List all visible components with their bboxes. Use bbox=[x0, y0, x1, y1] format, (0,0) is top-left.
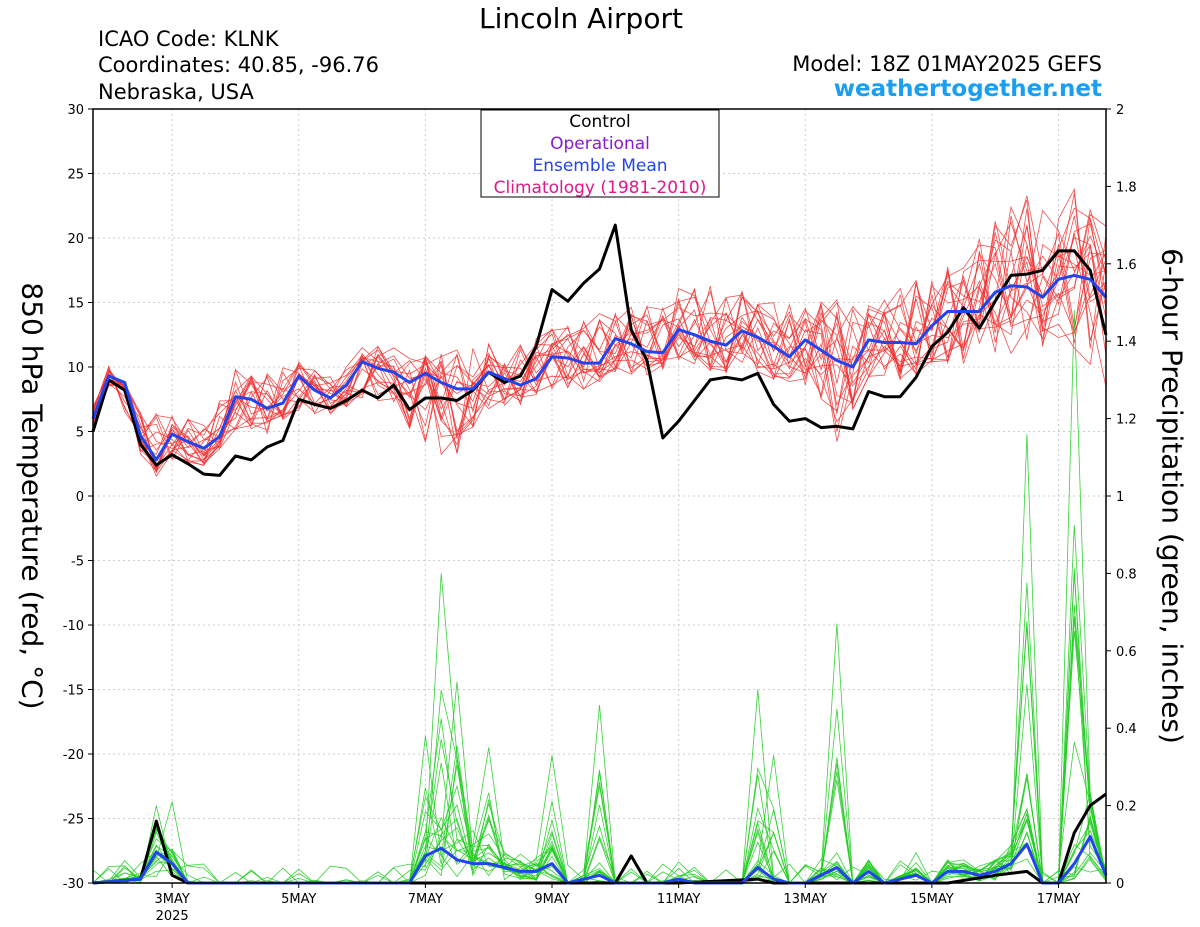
x-tick-label: 7MAY bbox=[408, 892, 443, 907]
y2-tick-label: 0.4 bbox=[1116, 722, 1137, 737]
temp-member-line bbox=[92, 209, 1107, 467]
y-tick-label: -30 bbox=[63, 877, 84, 892]
y2-tick-label: 0 bbox=[1116, 877, 1124, 892]
precip-member-line bbox=[93, 616, 1107, 884]
temp-member-line bbox=[92, 244, 1107, 463]
ensemble-mean-line bbox=[91, 273, 1108, 462]
y2-tick-label: 2 bbox=[1116, 103, 1124, 118]
temp-member-line bbox=[92, 207, 1107, 456]
x-tick-label: 17MAY bbox=[1037, 892, 1081, 907]
y-tick-label: 30 bbox=[67, 103, 84, 118]
temp-member-line bbox=[92, 208, 1107, 473]
model-info: Model: 18Z 01MAY2025 GEFS bbox=[792, 52, 1102, 76]
legend-entry: Climatology (1981-2010) bbox=[494, 178, 707, 198]
x-tick-label: 15MAY bbox=[910, 892, 954, 907]
coordinates: Coordinates: 40.85, -96.76 bbox=[98, 53, 379, 77]
temp-member-line bbox=[92, 215, 1107, 461]
y-tick-label: 15 bbox=[67, 297, 84, 312]
temp-member-line bbox=[92, 239, 1107, 474]
region: Nebraska, USA bbox=[98, 80, 254, 104]
icao-code: ICAO Code: KLNK bbox=[98, 27, 279, 51]
precip-member-line bbox=[93, 708, 1107, 884]
y2-tick-label: 0.6 bbox=[1116, 645, 1137, 660]
temp-member-line bbox=[92, 223, 1107, 462]
legend-entry: Ensemble Mean bbox=[532, 156, 667, 176]
x-tick-label: 13MAY bbox=[783, 892, 827, 907]
precip-member-line bbox=[93, 434, 1107, 884]
y-tick-label: 10 bbox=[67, 361, 84, 376]
y-tick-label: 5 bbox=[76, 426, 84, 441]
y2-tick-label: 1.4 bbox=[1116, 335, 1137, 350]
y-tick-label: -25 bbox=[63, 813, 84, 828]
temp-member-line bbox=[92, 205, 1107, 455]
legend-entry: Control bbox=[569, 112, 630, 132]
y2-tick-label: 1.6 bbox=[1116, 258, 1137, 273]
y2-tick-label: 0.8 bbox=[1116, 567, 1137, 582]
y-tick-label: -20 bbox=[63, 748, 84, 763]
y-tick-label: 25 bbox=[67, 168, 84, 183]
precip-member-line bbox=[93, 524, 1107, 884]
site-link[interactable]: weathertogether.net bbox=[833, 76, 1102, 102]
chart-title: Lincoln Airport bbox=[479, 2, 683, 35]
axis-ticks: 302520151050-5-10-15-20-25-3021.81.61.41… bbox=[63, 103, 1137, 924]
precip-member-line bbox=[92, 616, 1107, 884]
legend-entry: Operational bbox=[550, 134, 650, 154]
y2-tick-label: 1 bbox=[1116, 490, 1124, 505]
x-tick-sublabel: 2025 bbox=[156, 909, 189, 924]
legend-box bbox=[480, 109, 720, 198]
temp-member-line bbox=[92, 245, 1107, 457]
precip-member-line bbox=[92, 735, 1107, 884]
precip-member-line bbox=[92, 605, 1107, 884]
control-line bbox=[91, 223, 1108, 477]
temp-member-line bbox=[92, 209, 1107, 466]
y2-tick-label: 1.2 bbox=[1116, 413, 1137, 428]
y-tick-label: 20 bbox=[67, 232, 84, 247]
x-tick-label: 5MAY bbox=[281, 892, 316, 907]
y-tick-label: 0 bbox=[76, 490, 84, 505]
y-tick-label: -15 bbox=[63, 684, 84, 699]
precip-member-line bbox=[93, 630, 1107, 884]
precip-member-line bbox=[93, 623, 1107, 884]
y-tick-label: -10 bbox=[63, 619, 84, 634]
y2-tick-label: 1.8 bbox=[1116, 180, 1137, 195]
x-tick-label: 3MAY bbox=[154, 892, 189, 907]
grid-lines bbox=[93, 109, 1106, 883]
precip-member-line bbox=[93, 582, 1107, 884]
temp-member-line bbox=[92, 221, 1107, 473]
temp-member-line bbox=[92, 244, 1107, 477]
x-tick-label: 9MAY bbox=[534, 892, 569, 907]
y-tick-label: -5 bbox=[71, 555, 84, 570]
ensemble-members bbox=[92, 187, 1107, 884]
y2-tick-label: 0.2 bbox=[1116, 800, 1137, 815]
x-tick-label: 11MAY bbox=[657, 892, 701, 907]
